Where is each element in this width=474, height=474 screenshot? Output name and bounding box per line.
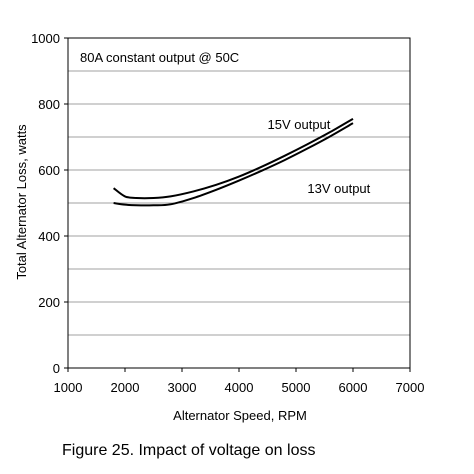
x-tick-labels: 1000 2000 3000 4000 5000 6000 7000 xyxy=(54,380,425,395)
x-tick-label: 6000 xyxy=(339,380,368,395)
x-tick-label: 3000 xyxy=(168,380,197,395)
series-line-13v xyxy=(113,122,354,207)
y-tick-labels: 0 200 400 600 800 1000 xyxy=(31,31,60,376)
y-tick-label: 1000 xyxy=(31,31,60,46)
x-tick-label: 7000 xyxy=(396,380,425,395)
x-tick-label: 1000 xyxy=(54,380,83,395)
x-tick-label: 4000 xyxy=(225,380,254,395)
y-tick-label: 400 xyxy=(38,229,60,244)
series-annotation: 13V output xyxy=(307,181,370,196)
series-annotation: 15V output xyxy=(268,117,331,132)
x-tick-label: 2000 xyxy=(111,380,140,395)
series-line-15v xyxy=(112,117,354,200)
y-tick-label: 600 xyxy=(38,163,60,178)
y-axis-title: Total Alternator Loss, watts xyxy=(14,124,29,280)
series-lines xyxy=(112,117,354,207)
y-tick-label: 200 xyxy=(38,295,60,310)
annotations: 15V output 13V output xyxy=(268,117,371,196)
y-tick-label: 800 xyxy=(38,97,60,112)
x-axis-title: Alternator Speed, RPM xyxy=(173,408,307,423)
axes xyxy=(64,37,411,372)
grid-lines xyxy=(68,70,410,336)
figure-caption: Figure 25. Impact of voltage on loss xyxy=(62,442,316,459)
chart-title: 80A constant output @ 50C xyxy=(80,50,239,65)
x-tick-label: 5000 xyxy=(282,380,311,395)
y-tick-label: 0 xyxy=(53,361,60,376)
